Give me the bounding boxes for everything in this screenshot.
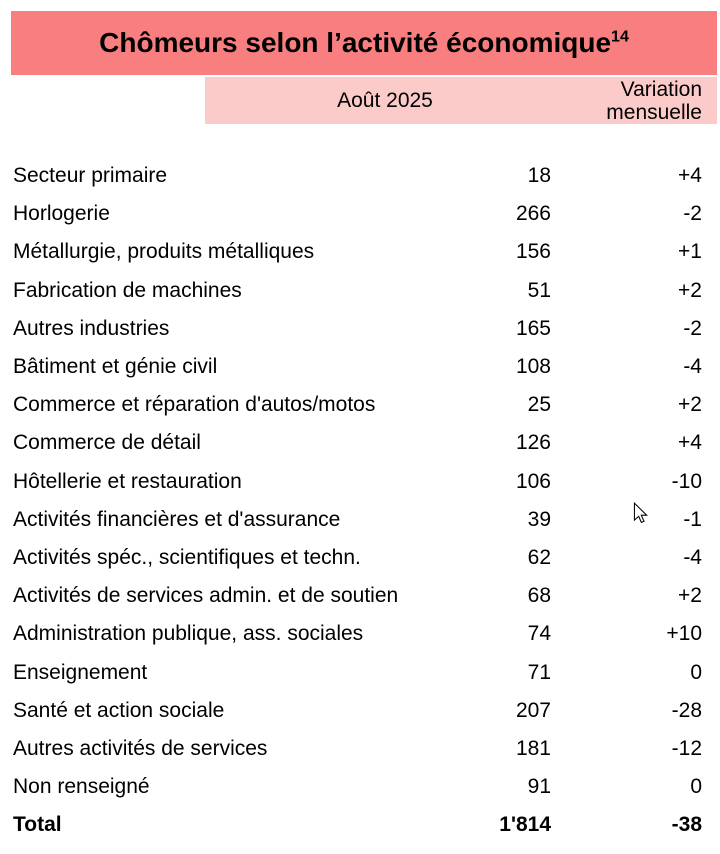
row-label: Activités financières et d'assurance [13, 507, 341, 531]
table-row: Non renseigné 91 0 [0, 768, 720, 806]
row-value-august: 165 [515, 316, 551, 340]
row-label: Métallurgie, produits métalliques [13, 240, 315, 264]
table-body: Secteur primaire 18 +4 Horlogerie 266 -2… [0, 157, 720, 844]
row-value-august: 62 [527, 545, 551, 569]
row-value-august: 156 [515, 240, 551, 264]
table-row: Activités financières et d'assurance 39 … [0, 501, 720, 539]
table-row: Activités de services admin. et de souti… [0, 577, 720, 615]
table-title-band: Chômeurs selon l’activité économique14 [11, 11, 717, 75]
row-label: Commerce de détail [13, 431, 201, 455]
row-value-august: 181 [515, 736, 551, 760]
row-label: Hôtellerie et restauration [13, 469, 242, 493]
table-row: Commerce de détail 126 +4 [0, 424, 720, 462]
row-value-variation: -1 [683, 507, 702, 531]
column-header-variation: Variation mensuelle [606, 77, 702, 124]
row-label: Fabrication de machines [13, 278, 242, 302]
table-row: Autres activités de services 181 -12 [0, 730, 720, 768]
row-value-variation: +1 [678, 240, 702, 264]
column-header-variation-line2: mensuelle [606, 100, 702, 124]
table-row-total: Total 1'814 -38 [0, 806, 720, 844]
row-value-variation: -38 [671, 813, 702, 837]
row-value-august: 25 [527, 393, 551, 417]
row-value-variation: -4 [683, 355, 702, 379]
row-label: Bâtiment et génie civil [13, 355, 218, 379]
row-value-august: 91 [527, 775, 551, 799]
row-value-variation: 0 [690, 660, 702, 684]
row-value-variation: +2 [678, 584, 702, 608]
row-label: Enseignement [13, 660, 148, 684]
table-row: Horlogerie 266 -2 [0, 195, 720, 233]
column-header-period: Août 2025 [337, 88, 433, 112]
row-value-august: 126 [515, 431, 551, 455]
table-row: Bâtiment et génie civil 108 -4 [0, 348, 720, 386]
row-label: Activités de services admin. et de souti… [13, 584, 399, 608]
row-value-variation: +4 [678, 431, 702, 455]
row-value-variation: 0 [690, 775, 702, 799]
row-label: Secteur primaire [13, 164, 168, 188]
row-label: Commerce et réparation d'autos/motos [13, 393, 376, 417]
row-label: Autres industries [13, 316, 170, 340]
table-title-footnote-ref: 14 [611, 28, 629, 46]
row-value-august: 108 [515, 355, 551, 379]
row-value-variation: +4 [678, 164, 702, 188]
table-row: Enseignement 71 0 [0, 653, 720, 691]
row-value-august: 51 [527, 278, 551, 302]
row-value-august: 74 [527, 622, 551, 646]
row-value-variation: +10 [666, 622, 702, 646]
table-row: Santé et action sociale 207 -28 [0, 692, 720, 730]
row-value-august: 71 [527, 660, 551, 684]
row-label: Administration publique, ass. sociales [13, 622, 364, 646]
table-row: Secteur primaire 18 +4 [0, 157, 720, 195]
column-header-variation-line1: Variation [620, 77, 702, 101]
row-value-variation: +2 [678, 278, 702, 302]
table-row: Commerce et réparation d'autos/motos 25 … [0, 386, 720, 424]
row-label: Non renseigné [13, 775, 150, 799]
table-title-text: Chômeurs selon l’activité économique [99, 27, 612, 58]
table-row: Hôtellerie et restauration 106 -10 [0, 463, 720, 501]
row-value-august: 106 [515, 469, 551, 493]
table-title: Chômeurs selon l’activité économique14 [99, 27, 629, 59]
row-value-variation: -2 [683, 316, 702, 340]
table-row: Métallurgie, produits métalliques 156 +1 [0, 233, 720, 271]
row-value-variation: -2 [683, 202, 702, 226]
row-label: Santé et action sociale [13, 698, 225, 722]
row-label: Autres activités de services [13, 736, 268, 760]
row-value-august: 266 [515, 202, 551, 226]
row-value-august: 207 [515, 698, 551, 722]
row-value-variation: +2 [678, 393, 702, 417]
row-label: Activités spéc., scientifiques et techn. [13, 545, 361, 569]
row-value-august: 18 [527, 164, 551, 188]
row-label: Total [13, 813, 62, 837]
row-value-august: 1'814 [499, 813, 551, 837]
table-row: Autres industries 165 -2 [0, 310, 720, 348]
row-value-variation: -4 [683, 545, 702, 569]
row-label: Horlogerie [13, 202, 110, 226]
row-value-variation: -28 [671, 698, 702, 722]
row-value-variation: -10 [671, 469, 702, 493]
row-value-august: 39 [527, 507, 551, 531]
table-row: Administration publique, ass. sociales 7… [0, 615, 720, 653]
table-row: Fabrication de machines 51 +2 [0, 272, 720, 310]
table-row: Activités spéc., scientifiques et techn.… [0, 539, 720, 577]
row-value-august: 68 [527, 584, 551, 608]
row-value-variation: -12 [671, 736, 702, 760]
column-header-band: Août 2025 Variation mensuelle [205, 77, 717, 124]
